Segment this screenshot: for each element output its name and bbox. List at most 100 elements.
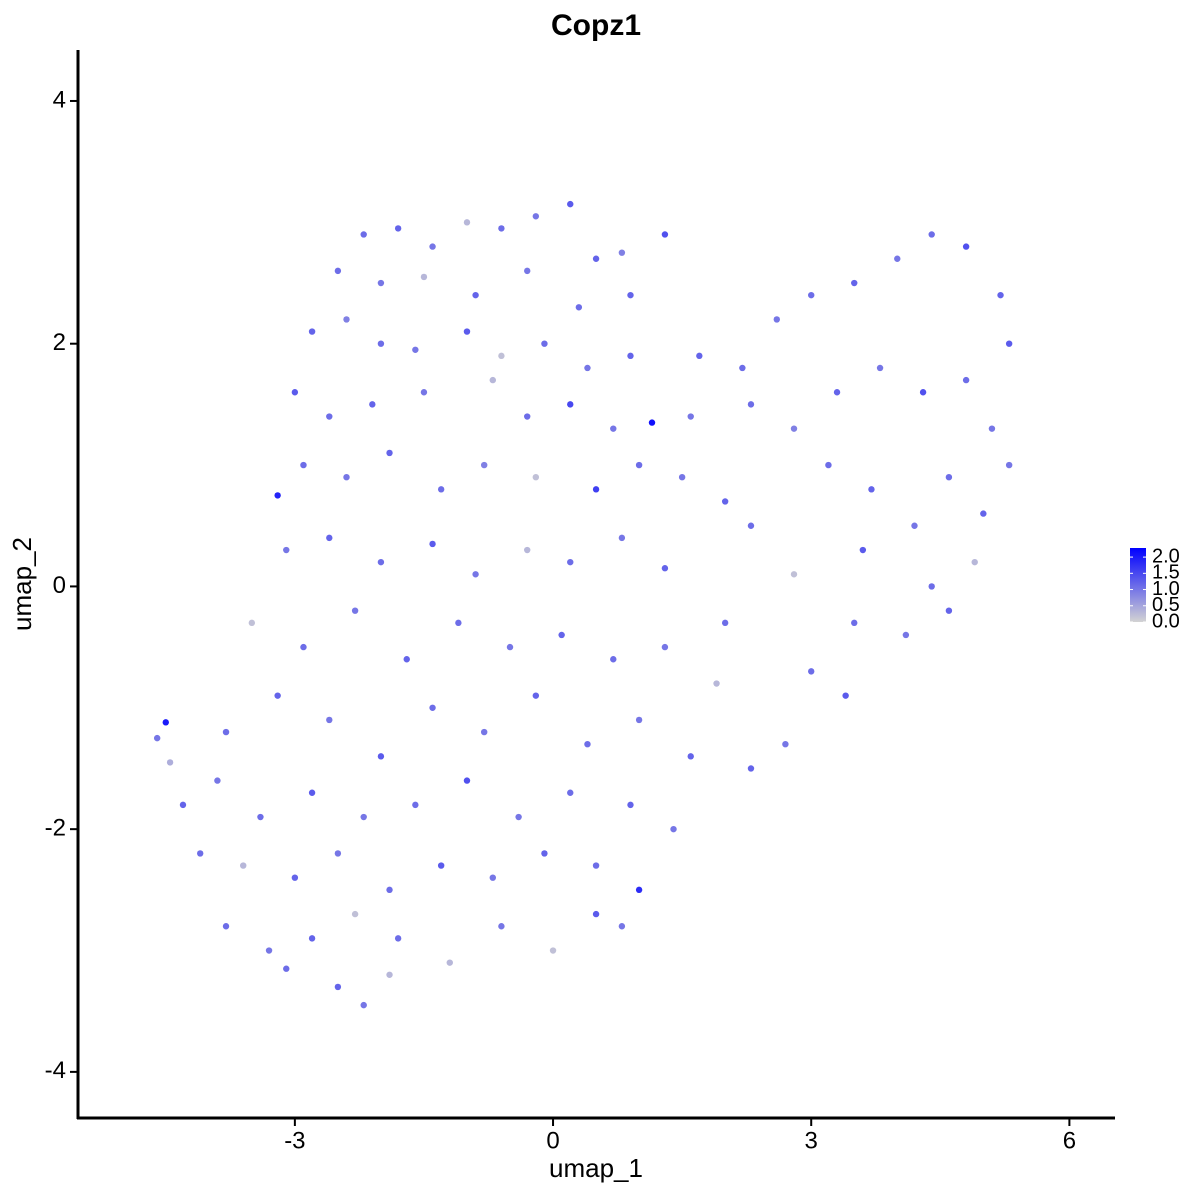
point [790, 425, 798, 432]
point [300, 643, 307, 651]
point [489, 874, 496, 881]
x-tick-label: 6 [1063, 1127, 1076, 1154]
point [351, 910, 359, 918]
point [429, 243, 436, 250]
point [274, 492, 281, 499]
point [222, 728, 230, 736]
point [334, 983, 342, 991]
point [971, 558, 978, 566]
point [455, 619, 462, 627]
point [842, 692, 849, 699]
point [386, 449, 393, 457]
point [420, 389, 428, 396]
point [980, 510, 987, 517]
point [532, 692, 540, 699]
y-tick-label: -4 [45, 1057, 66, 1084]
point [808, 668, 815, 675]
point [541, 850, 548, 857]
point [610, 425, 617, 432]
point [437, 486, 445, 493]
point [567, 200, 574, 208]
point [351, 607, 359, 614]
point [868, 486, 875, 493]
point [248, 619, 256, 627]
point [343, 316, 350, 323]
point [360, 813, 367, 821]
point [429, 540, 436, 548]
point [377, 753, 385, 760]
point [670, 825, 677, 833]
point [687, 413, 694, 420]
point [463, 328, 471, 335]
y-axis-label: umap_2 [7, 537, 37, 631]
point [472, 291, 479, 299]
point [962, 243, 970, 250]
point [480, 728, 488, 736]
point [627, 801, 634, 809]
point [291, 874, 299, 881]
point [592, 486, 600, 493]
point [997, 291, 1004, 299]
point [661, 565, 669, 572]
point [524, 413, 531, 420]
point [179, 801, 187, 809]
point [308, 328, 316, 335]
y-tick-label: -2 [45, 814, 66, 841]
point [618, 249, 626, 256]
point [919, 389, 927, 396]
point [567, 558, 574, 566]
point [928, 231, 935, 238]
point [300, 461, 307, 469]
point [635, 461, 643, 469]
colorbar-tick-label: 2.0 [1152, 545, 1180, 567]
point [894, 255, 901, 262]
point [257, 813, 264, 821]
x-axis-label: umap_1 [549, 1153, 643, 1183]
point [369, 401, 376, 408]
x-tick-label: 3 [805, 1127, 818, 1154]
x-tick-label: -3 [284, 1127, 305, 1154]
point [825, 461, 832, 469]
colorbar-tick-label: 1.0 [1152, 578, 1180, 600]
colorbar-tick-label: 0.5 [1152, 594, 1180, 616]
point [162, 719, 169, 726]
point [386, 971, 393, 978]
point [747, 765, 755, 772]
point [549, 947, 557, 954]
point [386, 886, 393, 894]
point [222, 923, 230, 930]
point [334, 850, 342, 857]
point [291, 389, 299, 396]
point [463, 777, 471, 784]
y-tick-label: 0 [53, 572, 66, 599]
point [661, 231, 669, 238]
point [334, 267, 342, 275]
point [394, 935, 402, 942]
point [446, 959, 453, 966]
point [610, 656, 617, 663]
point [584, 741, 591, 748]
point [782, 741, 789, 748]
point [541, 340, 548, 347]
point [851, 619, 858, 627]
point [945, 474, 953, 481]
point [197, 850, 204, 857]
point [515, 813, 522, 821]
point [377, 279, 385, 287]
point [498, 923, 505, 930]
point [420, 273, 428, 281]
point [592, 910, 600, 918]
point [240, 862, 247, 869]
point [343, 474, 350, 481]
point [532, 213, 540, 220]
point [790, 571, 798, 578]
point [687, 753, 694, 760]
point [437, 862, 445, 869]
point [833, 389, 841, 396]
point [584, 364, 591, 372]
point [472, 571, 479, 578]
point [648, 419, 656, 426]
point [524, 546, 531, 554]
